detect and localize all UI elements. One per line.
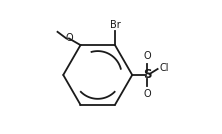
Text: Br: Br <box>110 20 120 30</box>
Text: O: O <box>65 34 73 43</box>
Text: S: S <box>143 68 152 81</box>
Text: O: O <box>144 51 151 61</box>
Text: Cl: Cl <box>160 63 169 73</box>
Text: O: O <box>144 89 151 99</box>
